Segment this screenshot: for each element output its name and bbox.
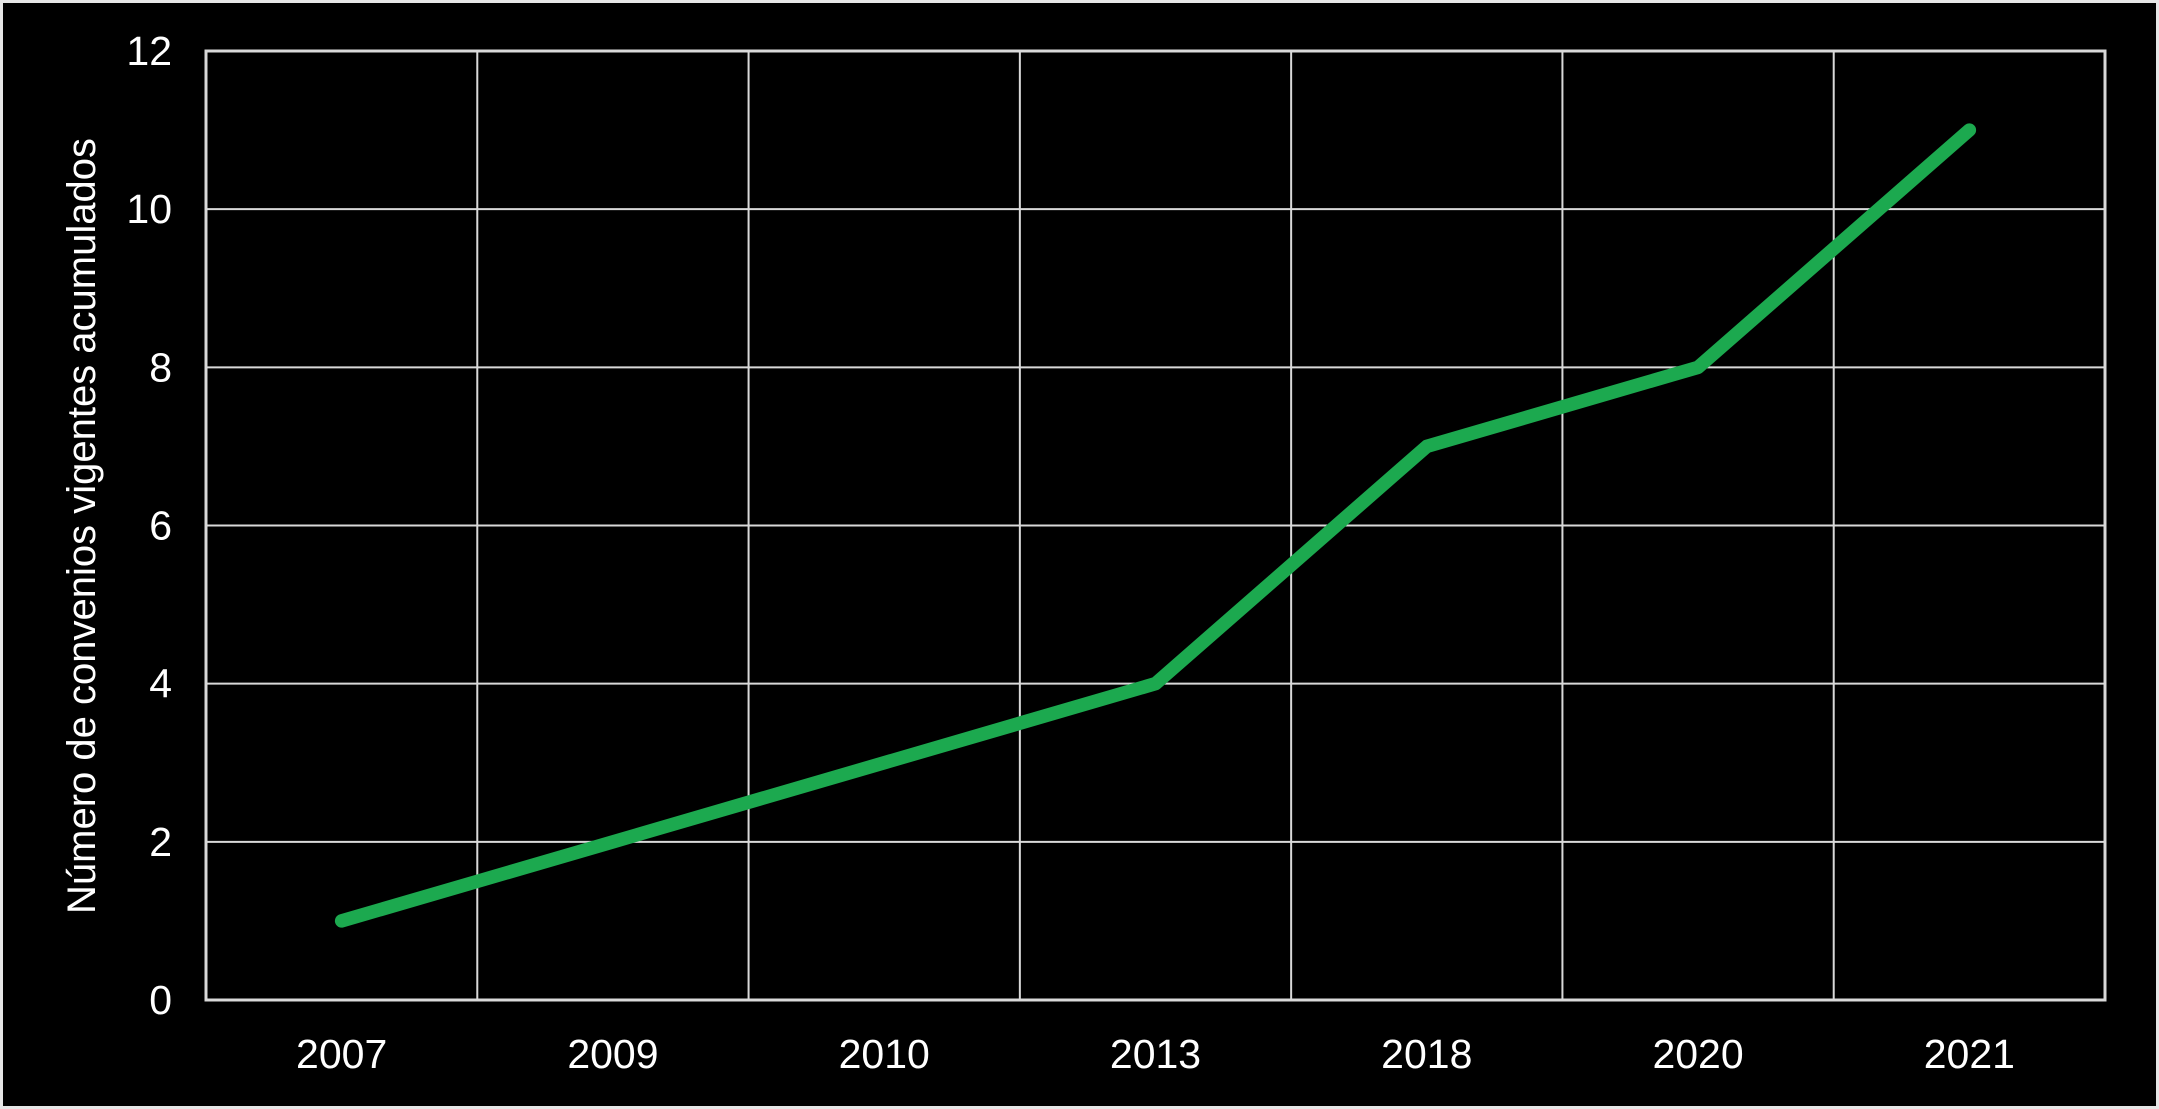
y-tick-label: 12 [126, 28, 172, 74]
gridlines [205, 50, 2106, 1001]
x-axis-label: 2020 [1652, 1031, 1743, 1077]
x-axis-label: 2013 [1110, 1031, 1201, 1077]
y-tick-label: 8 [149, 344, 172, 390]
y-tick-label: 0 [149, 977, 172, 1023]
y-axis-title: Número de convenios vigentes acumulados [60, 138, 104, 914]
axis-labels-layer: 0 2 4 6 8 10 12 2007 2009 2010 2013 2018 2020 2021 [126, 28, 2015, 1077]
y-tick-label: 10 [126, 186, 172, 232]
y-tick-label: 2 [149, 819, 172, 865]
plot-border [204, 49, 2107, 1002]
x-axis-label: 2021 [1924, 1031, 2015, 1077]
data-line [334, 123, 1977, 928]
y-tick-label: 4 [149, 661, 172, 707]
x-axis-label: 2007 [296, 1031, 387, 1077]
y-tick-label: 6 [149, 503, 172, 549]
data-series-layer [334, 123, 1977, 928]
x-axis-label: 2010 [839, 1031, 930, 1077]
plot-border-layer [204, 49, 2107, 1002]
x-axis-label: 2009 [567, 1031, 658, 1077]
x-axis-label: 2018 [1381, 1031, 1472, 1077]
